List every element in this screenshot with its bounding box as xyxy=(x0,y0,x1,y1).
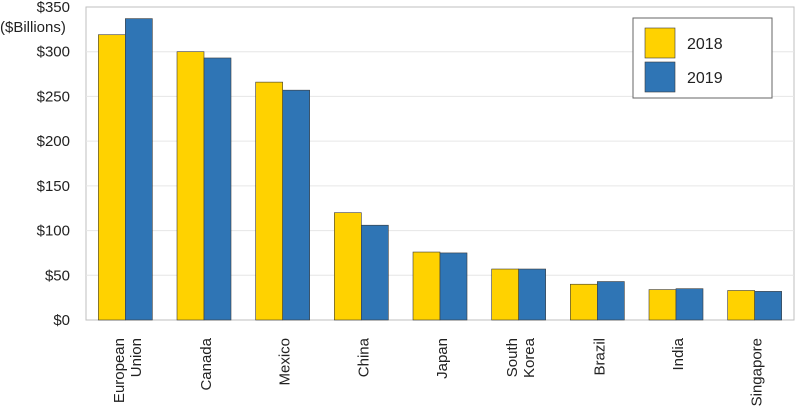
bar-2019 xyxy=(754,291,782,321)
bar-2019 xyxy=(203,57,232,321)
bar-2018 xyxy=(176,51,205,321)
y-tick-label: $350 xyxy=(37,0,70,16)
x-category-label: Japan xyxy=(434,338,451,379)
x-category-label: India xyxy=(670,337,687,370)
x-category-label-line: India xyxy=(670,337,687,370)
x-category-label: China xyxy=(355,337,372,377)
bar-2019 xyxy=(282,89,310,321)
x-category-label-line: Mexico xyxy=(277,338,294,386)
x-category-label-line: China xyxy=(355,337,372,377)
x-category-label-line: Union xyxy=(128,338,145,377)
legend-swatch-2019 xyxy=(644,61,676,93)
y-tick-label: $50 xyxy=(45,267,70,284)
y-tick-label: $150 xyxy=(37,178,70,195)
x-category-label: Mexico xyxy=(277,338,294,386)
bar-2019 xyxy=(125,18,153,321)
x-axis-categories: European Union Canada Mexico China Japan South… xyxy=(111,337,766,406)
x-category-label-line: Brazil xyxy=(591,338,608,376)
x-category-label: South Korea xyxy=(504,337,538,378)
y-tick-label: $200 xyxy=(37,133,70,150)
bar-2018 xyxy=(648,289,677,321)
bar-2019 xyxy=(597,281,625,321)
x-category-label-line: Singapore xyxy=(749,338,766,406)
x-category-label-line: Canada xyxy=(198,337,215,390)
bar-2019 xyxy=(675,288,704,321)
bar-2018 xyxy=(334,212,362,321)
y-axis-label: ($Billions) xyxy=(0,19,66,36)
bar-2018 xyxy=(491,268,519,321)
y-tick-label: $0 xyxy=(53,312,70,329)
y-tick-label: $100 xyxy=(37,223,70,240)
legend-swatch-2018 xyxy=(644,27,676,59)
bar-2019 xyxy=(439,252,468,321)
y-tick-label: $250 xyxy=(37,88,70,105)
bar-2019 xyxy=(361,224,389,321)
bar-2018 xyxy=(98,34,126,321)
x-category-label: European Union xyxy=(111,338,145,403)
bar-2018 xyxy=(727,290,755,321)
legend-label-2018: 2018 xyxy=(687,36,723,53)
y-axis-ticks: $0 $50 $100 $150 $200 $250 $300 $350 xyxy=(37,0,70,329)
x-category-label: Brazil xyxy=(591,338,608,376)
x-category-label: Singapore xyxy=(749,338,766,406)
bar-2019 xyxy=(518,268,546,321)
bar-2018 xyxy=(570,283,598,321)
x-category-label-line: European xyxy=(111,338,128,403)
legend-label-2019: 2019 xyxy=(687,70,723,87)
legend: 2018 2019 xyxy=(632,17,773,99)
x-category-label-line: Japan xyxy=(434,338,451,379)
x-category-label-line: South xyxy=(504,338,521,377)
y-tick-label: $300 xyxy=(37,44,70,61)
bar-2018 xyxy=(412,251,441,321)
bars xyxy=(98,18,782,321)
bar-2018 xyxy=(255,81,283,321)
x-category-label: Canada xyxy=(198,337,215,390)
x-category-label-line: Korea xyxy=(521,337,538,378)
